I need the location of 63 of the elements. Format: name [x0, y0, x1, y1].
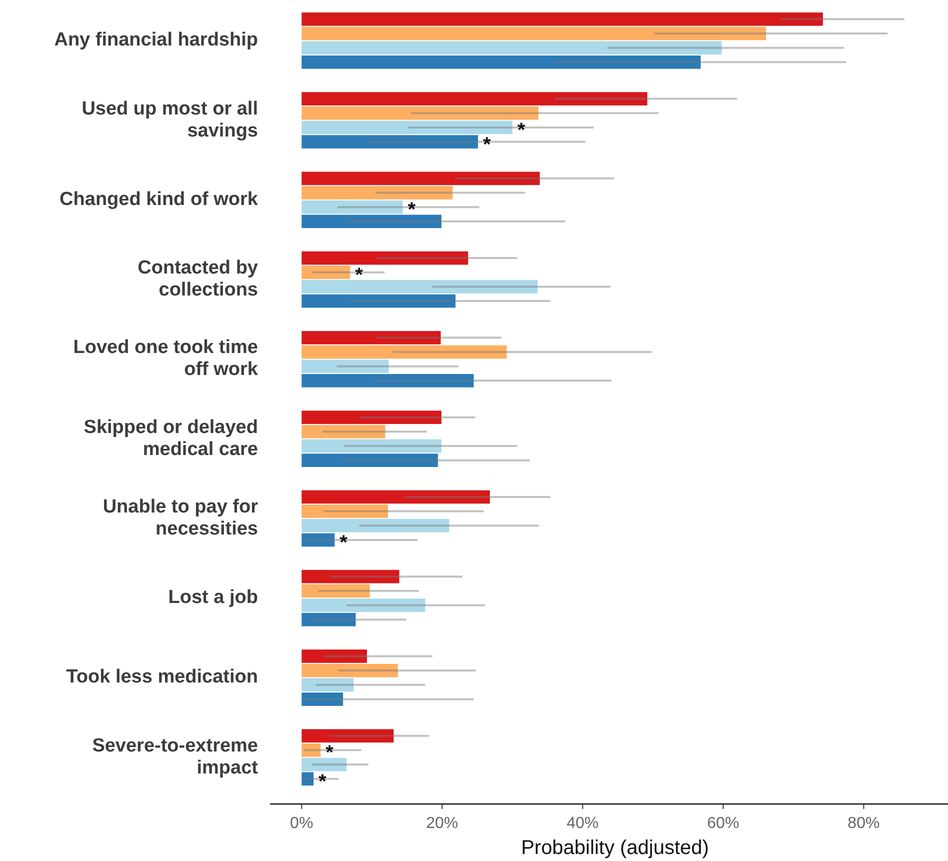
- x-tick-label: 20%: [426, 815, 458, 832]
- y-tick-label: Unable to pay for necessities: [102, 496, 259, 540]
- annotation: *: [326, 742, 334, 764]
- annotation: *: [355, 264, 364, 286]
- bar: [302, 294, 456, 308]
- x-tick-label: 60%: [707, 815, 740, 832]
- bar: [302, 266, 350, 280]
- bar: [302, 172, 540, 186]
- bar: [302, 331, 441, 344]
- bar: [302, 454, 438, 467]
- bar: [302, 186, 453, 200]
- x-tick-label: 0%: [290, 815, 314, 832]
- bar: [302, 410, 442, 424]
- bar: [302, 729, 394, 743]
- bar: [302, 345, 507, 359]
- y-tick-label: Changed kind of work: [60, 188, 258, 210]
- bar: [302, 280, 538, 294]
- annotation: *: [408, 199, 416, 222]
- bar: [302, 92, 648, 106]
- bar: [302, 439, 442, 453]
- x-axis-title: Probability (adjusted): [521, 837, 709, 859]
- bar: [302, 744, 321, 757]
- bar: [302, 200, 403, 214]
- bar: [302, 570, 400, 584]
- bar: [302, 584, 370, 598]
- y-tick-label: Lost a job: [168, 587, 258, 608]
- bar: [302, 26, 766, 40]
- y-tick-label: Took less medication: [66, 666, 258, 688]
- annotation: *: [340, 532, 348, 554]
- bar: [302, 772, 314, 786]
- bar: [302, 12, 823, 26]
- annotation: *: [482, 134, 491, 156]
- y-tick-label: Contacted by collections: [138, 258, 258, 301]
- bar: [302, 214, 442, 228]
- y-tick-label: Loved one took time off work: [73, 337, 258, 380]
- bar: [302, 692, 344, 706]
- bar: [302, 55, 701, 69]
- bar: [302, 120, 512, 134]
- bar: [302, 41, 722, 54]
- bar: [302, 598, 426, 612]
- bar: [302, 424, 386, 438]
- bar: [302, 106, 538, 120]
- bar: [302, 490, 490, 504]
- bar: [302, 612, 356, 626]
- bar: [302, 360, 389, 374]
- annotation: *: [517, 119, 526, 142]
- x-tick-label: 80%: [848, 815, 880, 832]
- bar: [302, 374, 474, 388]
- y-tick-label: Used up most or all savings: [82, 98, 258, 142]
- bar: [302, 135, 478, 148]
- bar: [302, 518, 450, 532]
- bar: [302, 650, 367, 663]
- y-tick-label: Skipped or delayed medical care: [84, 416, 258, 460]
- bar: [302, 533, 335, 547]
- bar: [302, 504, 388, 518]
- bar: [302, 678, 354, 692]
- x-tick-label: 40%: [566, 815, 599, 832]
- annotation: *: [318, 770, 327, 793]
- bar: [302, 251, 468, 265]
- y-tick-label: Severe-to-extreme impact: [92, 735, 259, 778]
- y-tick-label: Any financial hardship: [54, 30, 258, 51]
- bar: [302, 758, 347, 772]
- bar: [302, 664, 398, 678]
